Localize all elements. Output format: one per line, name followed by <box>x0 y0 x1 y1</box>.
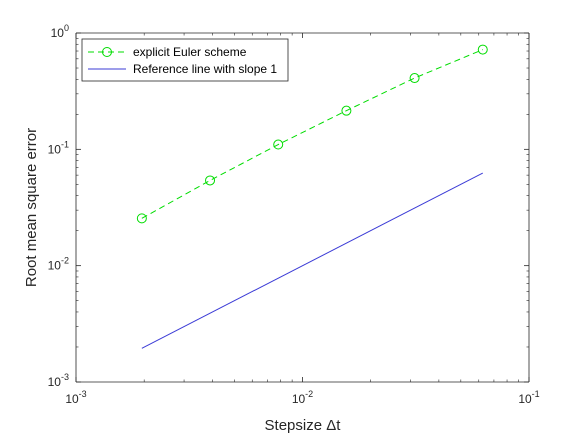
series-1-point <box>205 175 216 186</box>
series-1-point <box>136 213 147 224</box>
series-1-point <box>341 105 352 116</box>
series-1-point <box>409 73 420 84</box>
legend-label-1: explicit Euler scheme <box>133 45 247 59</box>
x-tick-label: 10-1 <box>518 389 539 406</box>
series-line-2 <box>141 172 483 349</box>
legend-box <box>81 38 289 82</box>
y-tick-label: 100 <box>51 23 69 40</box>
series-1-point <box>273 139 284 150</box>
y-tick-label: 10-2 <box>48 256 69 273</box>
x-tick-label: 10-2 <box>292 389 313 406</box>
legend-label-2: Reference line with slope 1 <box>133 62 277 76</box>
ticks-layer: 10-3 10-2 10-1 10-3 10-2 10-1 100 <box>48 23 540 406</box>
legend: explicit Euler scheme Reference line with… <box>81 38 289 82</box>
plot-area <box>76 33 529 382</box>
series-line-1 <box>141 49 483 219</box>
series-1-point <box>477 44 488 55</box>
legend-marker-1 <box>102 47 112 57</box>
x-axis-label: Stepsize Δt <box>265 417 342 434</box>
y-tick-label: 10-1 <box>48 139 69 156</box>
series-layer <box>136 44 488 349</box>
y-tick-label: 10-3 <box>48 372 69 389</box>
y-axis-label: Root mean square error <box>23 128 40 287</box>
x-tick-label: 10-3 <box>65 389 86 406</box>
